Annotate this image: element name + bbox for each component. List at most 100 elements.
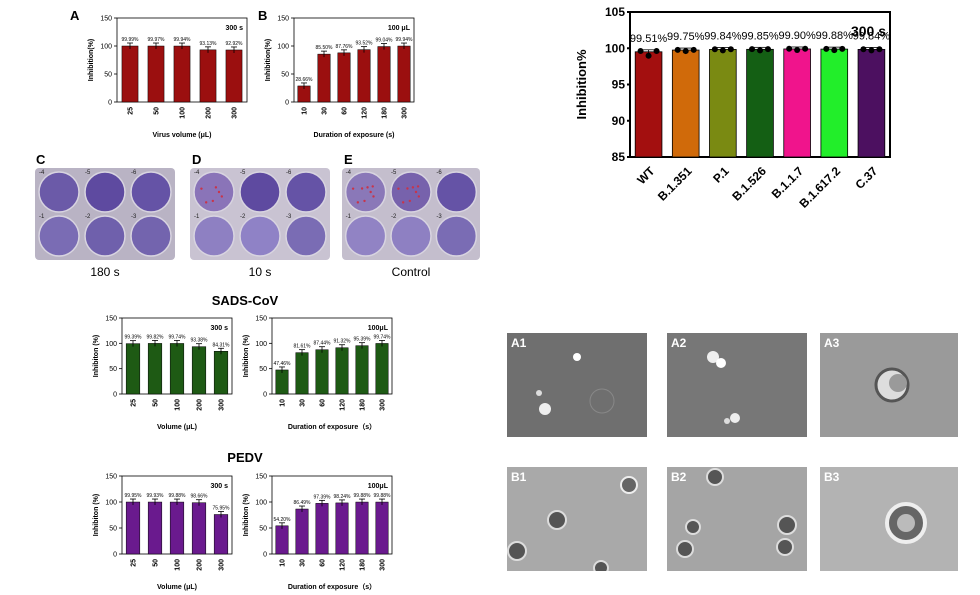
data-label: 87.44% [314, 341, 332, 347]
data-label: 92.92% [226, 41, 244, 47]
micrograph-b2-art [676, 468, 797, 558]
x-tick-label: 300 [379, 399, 386, 411]
data-label: 99.97% [148, 37, 166, 43]
bar [275, 369, 289, 395]
y-axis-label: Inhibiton (%) [93, 494, 100, 536]
replicate-point [637, 48, 644, 55]
plate-caption-10s: 10 s [248, 265, 272, 279]
bar [121, 45, 139, 103]
plate-well [239, 215, 281, 257]
data-label: 95.39% [354, 337, 372, 343]
data-label: 99.88% [374, 493, 392, 499]
plaque-spot [211, 199, 215, 203]
plate-well [84, 215, 126, 257]
data-label: 54.20% [274, 517, 292, 523]
chart-annotation: 300 s [210, 325, 228, 332]
plaque-spot [406, 187, 409, 190]
x-tick-label: 180 [381, 107, 388, 119]
well-label: -6 [286, 170, 292, 176]
x-tick-label: C.37 [853, 164, 881, 192]
plaque-spot [416, 185, 420, 188]
well-label: -5 [85, 170, 91, 176]
data-label: 85.50% [316, 45, 334, 51]
x-tick-label: 50 [152, 399, 159, 407]
plot-frame [293, 17, 415, 103]
data-label: 28.66% [296, 77, 314, 83]
bar [147, 45, 165, 103]
well-label: -3 [131, 214, 137, 220]
x-tick-label: 300 [218, 399, 225, 411]
data-label: 86.49% [294, 500, 312, 506]
y-tick-label: 90 [612, 114, 626, 128]
data-label: 99.99% [122, 37, 140, 43]
data-label: 99.84% [853, 30, 891, 42]
x-tick-label: 120 [339, 559, 346, 571]
replicate-point [823, 45, 830, 52]
data-label: 99.74% [169, 334, 187, 340]
micrograph-label-b2: B2 [671, 470, 687, 484]
well-label: -5 [391, 170, 397, 176]
well-label: -1 [39, 214, 45, 220]
data-label: 99.90% [778, 30, 816, 42]
data-label: 99.74% [374, 334, 392, 340]
micrograph-label-a3: A3 [824, 336, 840, 350]
x-axis-label: Volume (μL) [157, 584, 197, 591]
y-tick-label: 100 [105, 341, 117, 348]
well-label: -5 [240, 170, 246, 176]
chart-annotation: 300 s [225, 25, 243, 32]
x-tick-label: 30 [299, 399, 306, 407]
well-label: -4 [346, 170, 352, 176]
y-tick-label: 0 [263, 391, 267, 398]
plate-well [84, 171, 126, 213]
bar [275, 525, 289, 555]
x-axis-label: Virus volume (μL) [153, 132, 212, 139]
x-tick-label: 200 [196, 399, 203, 411]
x-tick-label: 300 [379, 559, 386, 571]
bar [295, 352, 309, 395]
chart-annotation: 100μL [368, 325, 389, 332]
replicate-point [727, 46, 734, 53]
chart-annotation: 100 μL [388, 25, 411, 32]
y-tick-label: 150 [255, 473, 267, 480]
plate-well [390, 171, 432, 213]
micrograph-b3-art [885, 502, 927, 544]
y-axis-label: Inhibition% [574, 49, 589, 119]
plot-frame [271, 475, 393, 555]
plaque-spot [366, 186, 369, 189]
y-tick-label: 50 [281, 71, 289, 78]
bar [315, 503, 329, 555]
y-tick-label: 50 [109, 525, 117, 532]
data-label: 84.31% [213, 342, 231, 348]
bar [357, 49, 371, 103]
micrograph-label-b1: B1 [511, 470, 527, 484]
chart-annotation: 100μL [368, 483, 389, 490]
bar [335, 502, 349, 555]
plaque-spot [351, 187, 355, 190]
replicate-point [653, 48, 660, 55]
data-label: 99.94% [174, 37, 192, 43]
y-tick-label: 85 [612, 150, 626, 164]
x-tick-label: 120 [339, 399, 346, 411]
bar [355, 345, 369, 395]
y-axis-label: Inhibiton (%) [93, 335, 100, 377]
plate-well [130, 215, 172, 257]
bar [375, 501, 389, 555]
x-axis-label: Duration of exposure（s） [288, 423, 376, 431]
data-label: 99.51% [630, 33, 668, 45]
data-label: 99.82% [147, 334, 165, 340]
bar [746, 48, 774, 158]
bar [191, 502, 207, 555]
x-tick-label: 120 [361, 107, 368, 119]
bar [671, 49, 700, 158]
bar [337, 52, 351, 103]
plate-well [344, 215, 387, 257]
y-tick-label: 95 [612, 78, 626, 92]
well-label: -6 [131, 170, 137, 176]
x-tick-label: 300 [218, 559, 225, 571]
y-tick-label: 150 [277, 15, 289, 22]
y-tick-label: 100 [277, 43, 289, 50]
replicate-point [765, 46, 771, 53]
data-label: 93.13% [200, 41, 218, 47]
bar [169, 501, 185, 555]
replicate-point [802, 45, 809, 52]
